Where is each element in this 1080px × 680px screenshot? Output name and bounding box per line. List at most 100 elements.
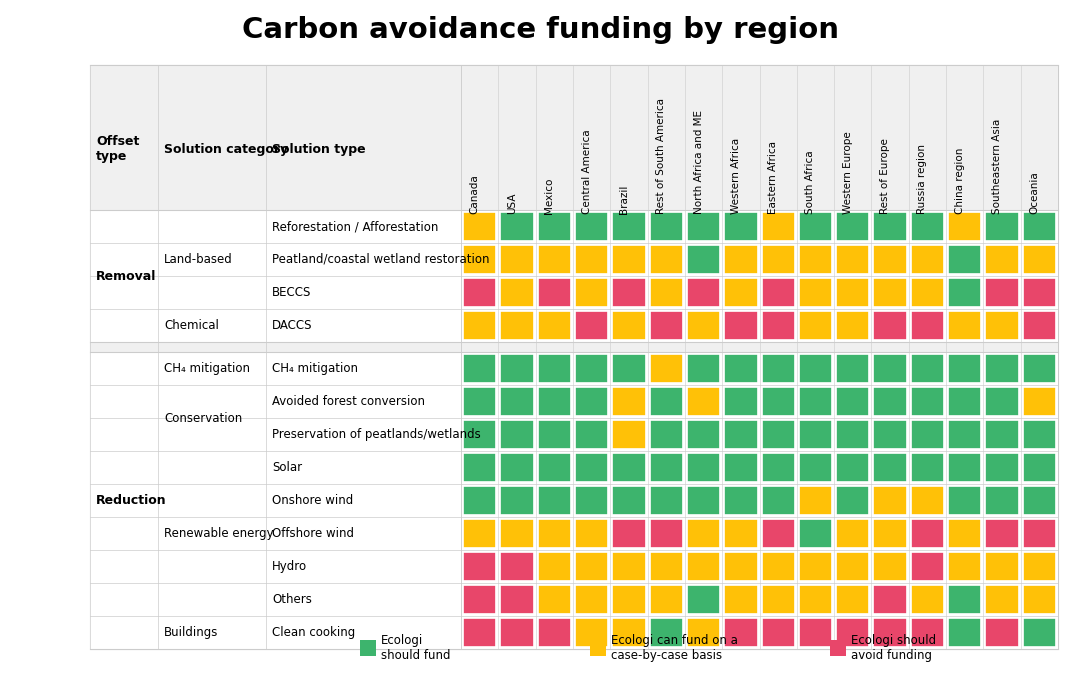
Text: Solution type: Solution type (272, 143, 366, 156)
Bar (500, 354, 534, 383)
Bar (799, 245, 832, 274)
Bar (948, 212, 982, 241)
Text: Rest of South America: Rest of South America (657, 98, 666, 214)
Bar (799, 311, 832, 340)
Bar (1023, 453, 1056, 482)
Bar (761, 585, 795, 614)
Bar (649, 387, 683, 416)
Text: Onshore wind: Onshore wind (272, 494, 353, 507)
Bar (649, 420, 683, 449)
Bar (910, 519, 944, 548)
Text: Solar: Solar (272, 461, 302, 474)
Text: Offset
type: Offset type (96, 135, 139, 163)
Bar (687, 354, 720, 383)
Bar (836, 278, 869, 307)
Bar (500, 585, 534, 614)
Bar (836, 311, 869, 340)
Bar (948, 486, 982, 515)
Bar (612, 552, 646, 581)
Bar (874, 245, 907, 274)
Text: Rest of Europe: Rest of Europe (880, 138, 890, 214)
Text: DACCS: DACCS (272, 319, 312, 332)
Bar (1023, 387, 1056, 416)
Bar (910, 453, 944, 482)
Bar (985, 618, 1018, 647)
Bar (612, 354, 646, 383)
Bar (799, 278, 832, 307)
Bar (836, 420, 869, 449)
Bar (612, 387, 646, 416)
Bar (725, 311, 757, 340)
Bar (575, 552, 608, 581)
Bar (761, 387, 795, 416)
Text: Ecologi can fund on a
case-by-case basis: Ecologi can fund on a case-by-case basis (611, 634, 738, 662)
Bar (500, 420, 534, 449)
Bar (1023, 519, 1056, 548)
Text: Removal: Removal (96, 269, 157, 282)
Bar (761, 311, 795, 340)
Bar (360, 640, 376, 656)
Bar (1023, 245, 1056, 274)
Bar (575, 486, 608, 515)
Bar (799, 486, 832, 515)
Text: Clean cooking: Clean cooking (272, 626, 355, 639)
Bar (538, 278, 571, 307)
Bar (687, 453, 720, 482)
Bar (612, 453, 646, 482)
Text: Ecologi should
avoid funding: Ecologi should avoid funding (851, 634, 936, 662)
Bar (500, 245, 534, 274)
Bar (90, 65, 1058, 649)
Bar (948, 618, 982, 647)
Text: BECCS: BECCS (272, 286, 311, 299)
Bar (948, 278, 982, 307)
Bar (463, 354, 497, 383)
Bar (985, 453, 1018, 482)
Bar (575, 245, 608, 274)
Bar (649, 453, 683, 482)
Bar (799, 387, 832, 416)
Bar (538, 453, 571, 482)
Bar (725, 486, 757, 515)
Bar (874, 453, 907, 482)
Bar (761, 278, 795, 307)
Bar (1023, 618, 1056, 647)
Bar (761, 354, 795, 383)
Text: Avoided forest conversion: Avoided forest conversion (272, 395, 426, 408)
Bar (836, 245, 869, 274)
Bar (538, 486, 571, 515)
Text: Peatland/coastal wetland restoration: Peatland/coastal wetland restoration (272, 253, 489, 266)
Bar (500, 212, 534, 241)
Bar (500, 519, 534, 548)
Text: Western Europe: Western Europe (842, 131, 853, 214)
Bar (538, 552, 571, 581)
Text: Western Africa: Western Africa (731, 138, 741, 214)
Bar (90, 517, 1058, 550)
Bar (761, 420, 795, 449)
Bar (575, 354, 608, 383)
Bar (90, 65, 1058, 210)
Bar (985, 387, 1018, 416)
Bar (575, 618, 608, 647)
Text: Brazil: Brazil (619, 185, 629, 214)
Bar (612, 519, 646, 548)
Bar (649, 552, 683, 581)
Text: Preservation of peatlands/wetlands: Preservation of peatlands/wetlands (272, 428, 481, 441)
Bar (687, 420, 720, 449)
Text: Ecologi
should fund: Ecologi should fund (381, 634, 450, 662)
Bar (910, 585, 944, 614)
Bar (90, 210, 1058, 243)
Bar (1023, 552, 1056, 581)
Text: Others: Others (272, 593, 312, 606)
Bar (910, 618, 944, 647)
Text: South Africa: South Africa (806, 150, 815, 214)
Bar (836, 552, 869, 581)
Bar (948, 387, 982, 416)
Bar (612, 585, 646, 614)
Bar (538, 245, 571, 274)
Bar (910, 212, 944, 241)
Bar (687, 245, 720, 274)
Bar (575, 585, 608, 614)
Bar (90, 418, 1058, 451)
Bar (90, 342, 1058, 352)
Bar (910, 420, 944, 449)
